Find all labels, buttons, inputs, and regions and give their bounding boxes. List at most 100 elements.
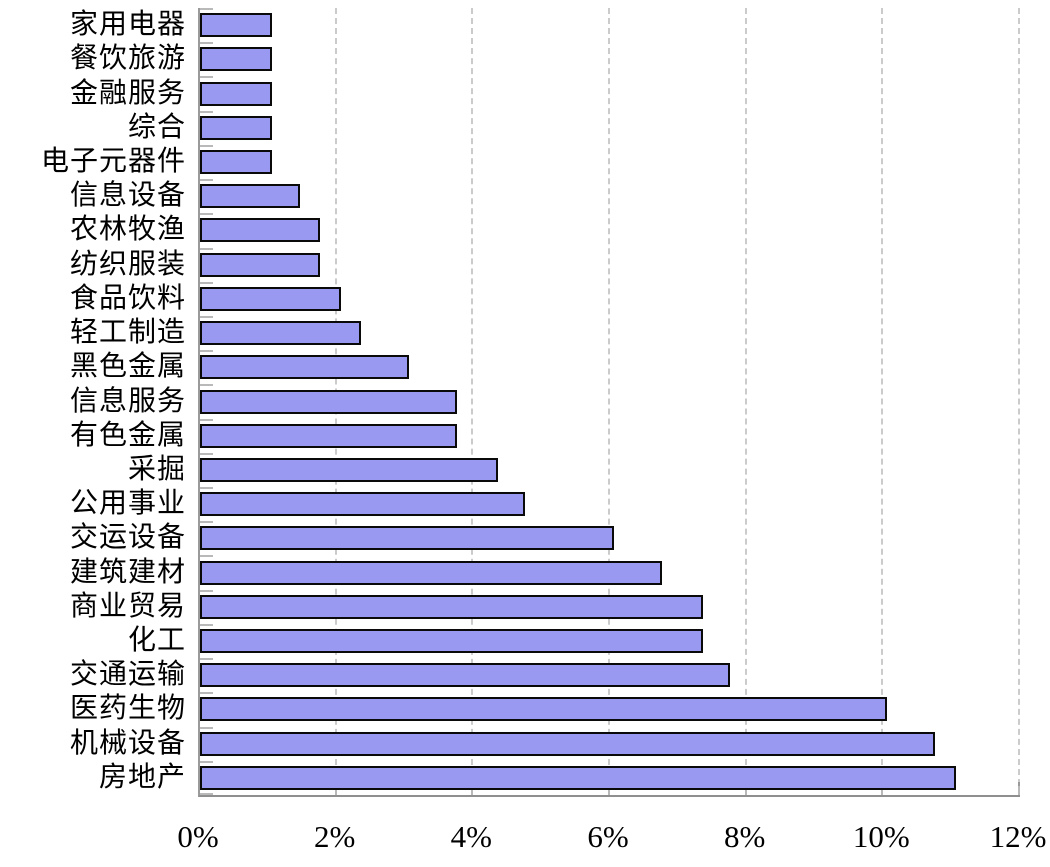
category-label: 家用电器 [69,9,186,41]
x-axis-tick-10% [881,786,884,795]
bar-纺织服装 [200,252,321,277]
gridline-8% [744,8,747,795]
x-tick-label: 6% [587,819,629,854]
bar-金融服务 [200,81,273,106]
y-axis-tick [200,487,213,490]
bar-row [200,384,1020,418]
bar-医药生物 [200,697,888,722]
category-label: 公用事业 [69,488,186,520]
gridline-10% [881,8,884,795]
category-label: 商业贸易 [69,590,186,622]
bar-机械设备 [200,731,936,756]
bar-row [200,521,1020,555]
bar-交运设备 [200,526,614,551]
bar-农林牧渔 [200,218,321,243]
bar-信息服务 [200,389,457,414]
y-axis-tick [200,418,213,421]
category-label: 医药生物 [69,693,186,725]
x-axis-tick-8% [744,786,747,795]
y-axis-tick [200,658,213,661]
bar-rows [200,8,1020,795]
y-axis-tick [200,42,213,45]
category-label: 农林牧渔 [69,214,186,246]
bar-row [200,487,1020,521]
bar-row [200,42,1020,76]
bar-餐饮旅游 [200,47,273,72]
gridline-12% [1018,8,1020,795]
y-axis-tick [200,793,213,795]
x-tick-label: 0% [177,819,219,854]
bar-家用电器 [200,13,273,38]
gridline-6% [608,8,610,795]
bar-交通运输 [200,663,731,688]
bar-row [200,590,1020,624]
plot-area [198,8,1020,797]
bar-化工 [200,629,703,654]
bar-电子元器件 [200,149,273,174]
bar-row [200,316,1020,350]
y-axis-tick [200,179,213,182]
gridline-4% [471,8,474,795]
category-label: 轻工制造 [69,317,186,349]
bar-row [200,111,1020,145]
category-label: 有色金属 [69,419,186,451]
x-tick-label: 4% [450,819,492,854]
y-axis-tick [200,213,213,216]
bar-row [200,419,1020,453]
bar-采掘 [200,457,498,482]
x-tick-label: 2% [313,819,356,854]
category-label: 采掘 [127,453,186,485]
y-axis-tick [200,76,213,79]
bar-row [200,76,1020,110]
bar-黑色金属 [200,355,409,380]
bar-公用事业 [200,492,526,517]
category-label: 金融服务 [69,77,186,109]
bar-综合 [200,115,273,140]
category-label: 交通运输 [69,659,186,691]
x-axis-tick-6% [608,786,610,795]
y-axis-tick [200,692,213,695]
y-axis-tick [200,521,213,524]
bar-row [200,658,1020,692]
category-label: 建筑建材 [69,556,186,588]
x-tick-label: 12% [989,819,1047,854]
bar-信息设备 [200,184,300,209]
bar-建筑建材 [200,560,662,585]
y-axis-tick [200,8,213,10]
category-label: 综合 [127,111,186,143]
bar-row [200,761,1020,795]
x-axis-tick-12% [1018,786,1020,795]
bar-食品饮料 [200,286,341,311]
y-axis-tick [200,247,213,250]
bar-row [200,248,1020,282]
bar-row [200,727,1020,761]
y-axis-tick [200,110,213,113]
x-tick-label: 10% [852,819,910,854]
category-label: 信息设备 [69,180,186,212]
category-label: 食品饮料 [69,282,186,314]
category-axis-labels: 家用电器 餐饮旅游 金融服务 综合 电子元器件 信息设备 农林牧渔 纺织服装 食品饮料 轻工制造黑… [0,8,186,795]
category-label: 信息服务 [69,385,186,417]
x-tick-label: 8% [723,819,766,854]
bar-row [200,179,1020,213]
y-axis-tick [200,555,213,558]
category-label: 黑色金属 [69,351,186,383]
x-axis-tick-4% [471,786,474,795]
bar-房地产 [200,765,956,790]
x-axis-tick-2% [334,786,337,795]
y-axis-tick [200,281,213,284]
y-axis-tick [200,760,213,763]
bar-row [200,350,1020,384]
category-label: 化工 [127,625,186,657]
y-axis-tick [200,144,213,147]
bar-row [200,145,1020,179]
y-axis-tick [200,726,213,729]
category-label: 餐饮旅游 [69,43,186,75]
bar-row [200,453,1020,487]
bar-有色金属 [200,423,457,448]
y-axis-tick [200,589,213,592]
bar-row [200,8,1020,42]
category-label: 房地产 [98,761,186,793]
category-label: 交运设备 [69,522,186,554]
